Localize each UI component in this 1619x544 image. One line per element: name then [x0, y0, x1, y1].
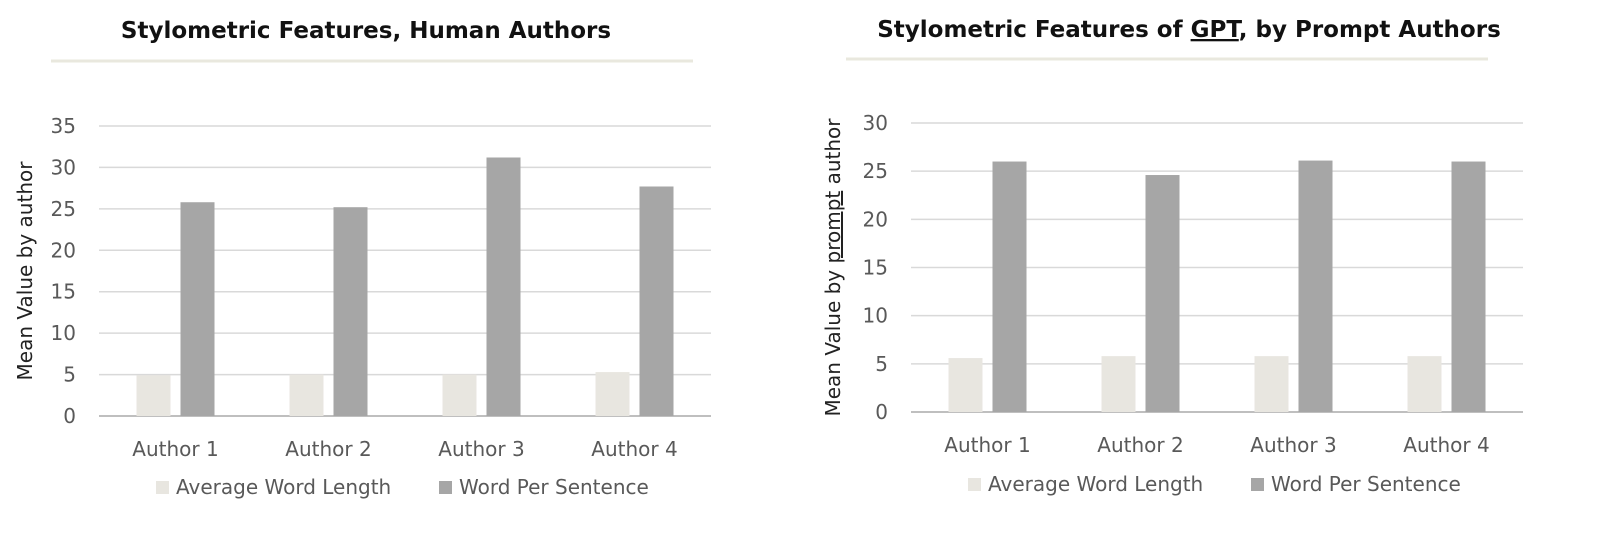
- bar-word-per-sentence: [486, 157, 521, 416]
- y-tick-label: 0: [875, 400, 888, 424]
- x-category-label: Author 2: [285, 437, 371, 461]
- y-tick-label: 25: [51, 197, 76, 221]
- legend-label: Average Word Length: [176, 475, 391, 499]
- y-tick-label: 30: [863, 111, 888, 135]
- underlined-word: GPT: [1191, 17, 1243, 43]
- bar-word-per-sentence: [992, 161, 1027, 412]
- bar-word-per-sentence: [333, 207, 368, 416]
- text-run: Mean Value by: [821, 263, 845, 416]
- text-run: Stylometric Features of: [877, 17, 1190, 43]
- human-authors-chart: Stylometric Features, Human Authors 0 5 10 1…: [13, 18, 711, 499]
- bar-word-per-sentence: [1145, 175, 1180, 412]
- bar-average-word-length: [136, 375, 171, 416]
- text-run: author: [821, 118, 845, 191]
- y-tick-label: 35: [51, 114, 76, 138]
- bar-average-word-length: [1407, 356, 1442, 412]
- y-tick-label: 20: [51, 238, 76, 262]
- bar-average-word-length: [289, 374, 324, 416]
- y-tick-label: 20: [863, 207, 888, 231]
- bar-average-word-length: [1101, 356, 1136, 412]
- bar-average-word-length: [595, 372, 630, 416]
- legend-swatch: [968, 478, 981, 491]
- x-category-label: Author 1: [944, 433, 1030, 457]
- x-category-label: Author 2: [1097, 433, 1183, 457]
- y-tick-label: 5: [63, 363, 76, 387]
- y-tick-label: 10: [51, 321, 76, 345]
- legend: Average Word Length Word Per Sentence: [968, 472, 1461, 496]
- bar-average-word-length: [1254, 356, 1289, 412]
- chart-title: Stylometric Features of GPT, by Prompt A…: [877, 17, 1501, 43]
- y-tick-label: 15: [51, 280, 76, 304]
- y-tick-label: 5: [875, 352, 888, 376]
- legend-label: Average Word Length: [988, 472, 1203, 496]
- x-category-label: Author 3: [1250, 433, 1336, 457]
- x-category-label: Author 4: [1403, 433, 1489, 457]
- legend: Average Word Length Word Per Sentence: [156, 475, 649, 499]
- y-tick-label: 0: [63, 404, 76, 428]
- y-tick-label: 30: [51, 155, 76, 179]
- legend-label: Word Per Sentence: [459, 475, 649, 499]
- legend-swatch: [439, 481, 452, 494]
- gpt-prompt-authors-chart: Stylometric Features of GPT, by Prompt A…: [821, 17, 1523, 496]
- text-run: , by Prompt Authors: [1239, 17, 1501, 43]
- y-axis-title: Mean Value by author: [13, 161, 37, 381]
- y-axis-title: Mean Value by prompt author: [821, 118, 845, 417]
- y-tick-label: 25: [863, 159, 888, 183]
- bar-average-word-length: [948, 358, 983, 412]
- legend-label: Word Per Sentence: [1271, 472, 1461, 496]
- bar-word-per-sentence: [180, 202, 215, 416]
- chart-title: Stylometric Features, Human Authors: [121, 18, 611, 44]
- bar-average-word-length: [442, 374, 477, 416]
- legend-swatch: [156, 481, 169, 494]
- bar-word-per-sentence: [1298, 160, 1333, 412]
- x-category-label: Author 3: [438, 437, 524, 461]
- bar-word-per-sentence: [1451, 161, 1486, 412]
- underlined-word: prompt: [821, 191, 845, 264]
- y-tick-label: 10: [863, 304, 888, 328]
- x-category-label: Author 4: [591, 437, 677, 461]
- x-category-label: Author 1: [132, 437, 218, 461]
- legend-swatch: [1251, 478, 1264, 491]
- y-tick-label: 15: [863, 256, 888, 280]
- bar-word-per-sentence: [639, 186, 674, 416]
